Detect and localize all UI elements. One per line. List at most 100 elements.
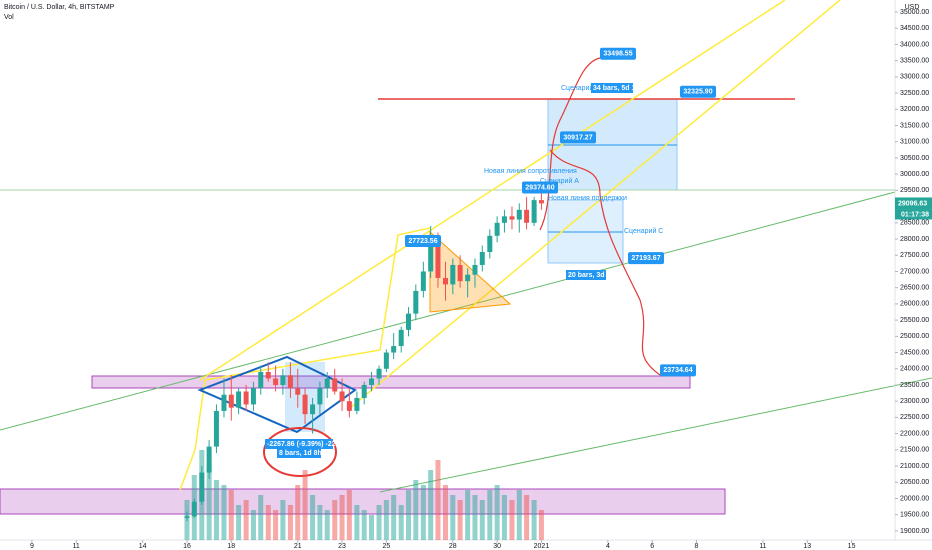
candle-body [472,264,478,275]
x-tick-label: 18 [227,543,235,550]
x-tick-label: 13 [803,543,811,550]
zone-box [0,488,726,515]
price-badge [895,197,932,210]
candle-body [450,264,456,285]
volume-title: Vol [4,14,14,21]
note: 20 bars, 3d 8h [568,272,615,279]
trend-line [349,0,841,409]
y-tick-label: 23000.00 [900,398,929,405]
note: Сценарий С [624,227,663,235]
candle-body [354,397,360,411]
y-tick-label: 28000.00 [900,236,929,243]
candle-body [273,378,279,385]
volume-bar [258,495,264,540]
candle-body [361,384,367,398]
candle-body [302,394,308,415]
x-tick-label: 4 [606,543,610,550]
volume-bar [450,495,456,540]
candle-body [339,391,345,402]
volume-bar [354,505,360,540]
y-tick-label: 34500.00 [900,25,929,32]
trend-line [379,377,932,493]
candle-body [501,216,507,223]
x-tick-label: 9 [30,543,34,550]
candle-body [258,372,264,389]
volume-bar [413,480,419,540]
volume-bar [516,490,522,540]
candle-body [199,472,205,502]
candle-body [487,235,493,252]
volume-bar [228,490,234,540]
note-box [566,270,606,280]
candle-body [420,271,426,291]
candle-body [509,216,515,220]
note: Новая линия сопротивления [484,168,577,175]
candle-body [457,264,463,282]
y-tick-label: 33000.00 [900,74,929,81]
x-tick-label: 23 [338,543,346,550]
volume-bar [465,490,471,540]
candle-body [265,372,271,379]
candle-body [332,378,338,392]
candle-body [213,410,219,447]
y-tick-label: 23500.00 [900,382,929,389]
note: Новая линия поддержки [548,195,627,202]
y-tick-label: 32500.00 [900,90,929,97]
countdown-badge [895,209,932,220]
volume-bar [206,465,212,540]
volume-bar [487,490,493,540]
y-tick-label: 24500.00 [900,349,929,356]
scenario-path [539,57,601,231]
y-tick-label: 26500.00 [900,285,929,292]
y-tick-label: 27500.00 [900,252,929,259]
volume-bar [383,500,389,540]
y-tick-label: 28500.00 [900,220,929,227]
candle-body [206,446,212,473]
y-tick-label: 27000.00 [900,268,929,275]
trend-line [0,191,896,431]
price-label-box [628,252,664,265]
volume-bar [213,480,219,540]
volume-bar [221,485,227,540]
volume-bar [524,495,530,540]
y-tick-label: 26000.00 [900,301,929,308]
price-label: 33498.55 [603,51,632,58]
price-label-box [680,85,716,98]
y-tick-label: 25000.00 [900,333,929,340]
currency: USD [905,4,920,11]
x-tick-label: 30 [493,543,501,550]
candle-body [191,501,197,517]
volume-bar [280,500,286,540]
candle-body [317,388,323,405]
volume-bar [339,495,345,540]
y-tick-label: 35000.00 [900,9,929,16]
x-tick-label: 6 [650,543,654,550]
candle-body [531,200,537,223]
volume-bar [494,485,500,540]
candle-body [228,394,234,408]
candle-body [494,222,500,236]
trend-line [199,0,786,381]
volume-bar [243,500,249,540]
price-label-box [560,131,596,144]
volume-bar [324,510,330,540]
note-box [277,448,321,458]
volume-bar [509,500,515,540]
candle-body [413,290,419,314]
x-tick-label: 21 [294,543,302,550]
candle-body [250,388,256,405]
note-box [265,439,333,449]
candle-body [435,245,441,278]
volume-bar [501,495,507,540]
volume-bar [479,500,485,540]
x-tick-label: 11 [73,543,80,550]
note: Сценарий [561,84,593,92]
price-label: 30917.27 [563,134,592,141]
countdown: 01:17:38 [901,211,929,218]
y-tick-label: 20500.00 [900,479,929,486]
current-price: 29096.63 [898,200,927,207]
volume-bar [457,500,463,540]
candle-body [406,313,412,330]
